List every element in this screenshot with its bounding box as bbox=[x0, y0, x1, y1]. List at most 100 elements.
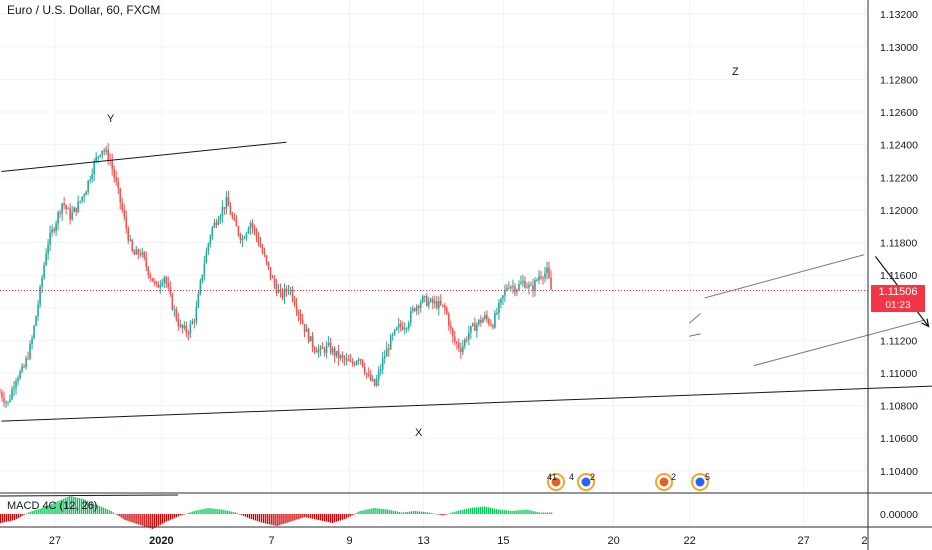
macd-bar bbox=[410, 511, 413, 514]
macd-bar bbox=[37, 509, 39, 514]
macd-bar bbox=[549, 512, 551, 514]
candle-body bbox=[67, 208, 69, 210]
event-badge[interactable] bbox=[547, 473, 565, 491]
macd-bar bbox=[229, 511, 231, 514]
candle-body bbox=[203, 263, 206, 275]
macd-bar bbox=[104, 508, 106, 514]
macd-bar bbox=[1, 514, 4, 523]
symbol-title: Euro / U.S. Dollar, 60, FXCM bbox=[7, 3, 161, 17]
macd-bar bbox=[100, 506, 103, 514]
macd-bar bbox=[128, 514, 130, 522]
macd-bar bbox=[3, 514, 6, 523]
macd-bar bbox=[231, 511, 233, 514]
candle-body bbox=[93, 161, 95, 175]
y-tick-label: 1.12800 bbox=[880, 74, 918, 86]
macd-bar bbox=[347, 514, 349, 518]
candle-body bbox=[197, 293, 200, 308]
candle-body bbox=[223, 207, 226, 209]
candle-body bbox=[133, 251, 136, 255]
candle-body bbox=[75, 207, 77, 213]
candle-body bbox=[411, 308, 414, 312]
macd-bar bbox=[387, 509, 389, 514]
candle-body bbox=[337, 350, 340, 359]
candle-body bbox=[255, 229, 258, 237]
macd-bar bbox=[402, 512, 405, 514]
candle-body bbox=[417, 306, 420, 308]
candle-body bbox=[476, 324, 478, 331]
macd-bar bbox=[452, 512, 454, 514]
candle-body bbox=[460, 348, 462, 353]
macd-bar bbox=[450, 512, 452, 514]
candle-body bbox=[480, 319, 482, 323]
macd-bar bbox=[246, 514, 249, 518]
macd-bar bbox=[51, 503, 53, 514]
candle-body bbox=[267, 261, 270, 268]
macd-bar bbox=[213, 508, 215, 514]
macd-bar bbox=[280, 514, 282, 525]
candle-body bbox=[528, 284, 530, 288]
macd-bar bbox=[377, 508, 379, 514]
event-badge[interactable] bbox=[577, 473, 595, 491]
macd-tick-label: 0.00000 bbox=[880, 509, 918, 521]
candle-body bbox=[281, 290, 284, 298]
candle-body bbox=[311, 336, 314, 348]
event-flag-core bbox=[659, 477, 669, 487]
candle-body bbox=[327, 342, 330, 346]
event-badge[interactable] bbox=[691, 473, 709, 491]
candle-body bbox=[512, 286, 514, 288]
candle-body bbox=[429, 298, 432, 302]
candle-body bbox=[269, 267, 272, 278]
candle-body bbox=[147, 267, 150, 276]
candle-body bbox=[155, 281, 158, 285]
candle-body bbox=[504, 289, 506, 296]
macd-bar bbox=[329, 514, 332, 523]
macd-bar bbox=[150, 514, 152, 529]
macd-bar bbox=[55, 502, 57, 514]
macd-bar bbox=[400, 512, 403, 514]
event-badge[interactable] bbox=[655, 473, 673, 491]
candle-body bbox=[435, 301, 438, 309]
macd-bar bbox=[43, 507, 45, 514]
candle-body bbox=[317, 349, 320, 353]
candle-body bbox=[413, 308, 416, 311]
macd-indicator-label[interactable]: MACD 4C (12, 26) bbox=[7, 500, 98, 512]
macd-bar bbox=[110, 511, 112, 514]
current-price-tag: 1.11506 bbox=[871, 285, 925, 299]
candle-body bbox=[403, 328, 406, 330]
candle-body bbox=[295, 305, 298, 312]
candle-body bbox=[69, 208, 71, 220]
macd-bar bbox=[306, 514, 308, 518]
candle-body bbox=[57, 212, 59, 224]
candle-body bbox=[113, 169, 116, 178]
macd-drawing-line bbox=[0, 494, 179, 497]
candle-body bbox=[41, 277, 43, 287]
candle-body bbox=[331, 348, 334, 353]
macd-bar bbox=[477, 507, 480, 514]
candle-body bbox=[532, 285, 534, 291]
macd-bar bbox=[252, 514, 255, 520]
candle-body bbox=[508, 287, 510, 289]
macd-bar bbox=[355, 513, 357, 514]
macd-bar bbox=[531, 510, 533, 514]
candle-body bbox=[165, 277, 168, 284]
macd-bar bbox=[529, 510, 531, 514]
macd-bar bbox=[543, 512, 545, 514]
candle-body bbox=[51, 229, 53, 233]
candle-body bbox=[359, 359, 362, 361]
macd-bar bbox=[292, 514, 294, 521]
macd-bar bbox=[106, 509, 108, 514]
candle-body bbox=[135, 249, 138, 255]
macd-bar bbox=[146, 514, 148, 528]
macd-bar bbox=[11, 514, 14, 521]
x-tick-label: 2 bbox=[861, 535, 867, 547]
candle-body bbox=[431, 298, 434, 304]
macd-bar bbox=[454, 511, 456, 514]
macd-bar bbox=[27, 512, 29, 514]
candle-body bbox=[179, 324, 182, 327]
macd-bar bbox=[75, 497, 77, 514]
candle-body bbox=[275, 284, 278, 293]
candle-body bbox=[191, 321, 194, 325]
macd-bar bbox=[270, 514, 272, 525]
candle-body bbox=[323, 348, 326, 353]
